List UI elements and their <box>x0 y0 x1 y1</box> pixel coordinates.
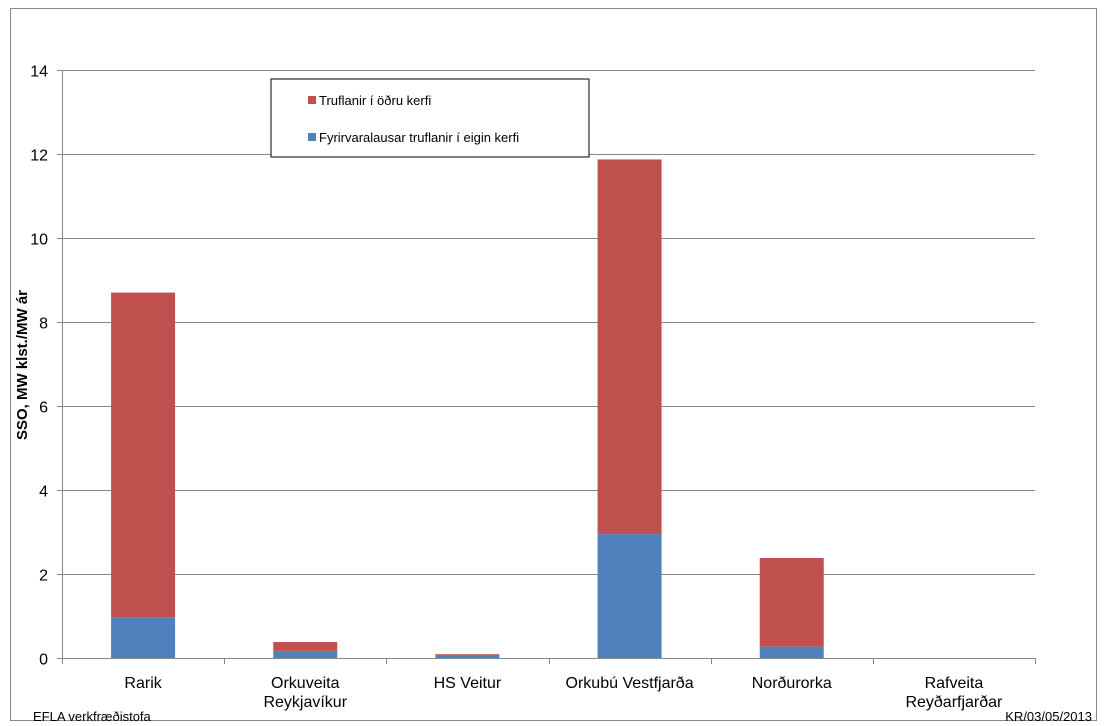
category-label: Reykjavíkur <box>263 694 347 711</box>
y-tick-label: 12 <box>30 148 48 165</box>
y-tick-label: 14 <box>30 64 48 81</box>
category-label: Rarik <box>124 675 162 692</box>
y-tick-label: 2 <box>39 568 48 585</box>
bars <box>111 159 824 658</box>
category-label: Orkubú Vestfjarða <box>566 675 694 692</box>
y-tick-label: 6 <box>39 400 48 417</box>
y-axis-label: SSO, MW klst./MW ár <box>14 290 31 440</box>
bar-segment-truflanir <box>273 642 338 651</box>
bar-segment-fyrirvaralausar <box>759 646 824 658</box>
bar-segment-fyrirvaralausar <box>111 617 176 658</box>
legend-swatch-truflanir <box>308 96 316 104</box>
category-labels: Rarik Orkuveita Reykjavíkur HS Veitur Orkubú… <box>124 675 1003 711</box>
axes <box>62 70 1036 664</box>
legend-box <box>270 78 590 158</box>
footer-left: EFLA verkfræðistofa <box>33 709 152 724</box>
y-tick-labels: 0 2 4 6 8 10 12 14 <box>30 64 62 669</box>
bar-segment-fyrirvaralausar <box>597 534 662 658</box>
y-tick-label: 4 <box>39 484 48 501</box>
legend-label-truflanir: Truflanir í öðru kerfi <box>319 93 431 108</box>
category-label: Orkuveita <box>271 675 340 692</box>
legend-swatch-fyrirvaralausar <box>308 133 316 141</box>
bar-segment-fyrirvaralausar <box>435 655 500 658</box>
category-label: Norðurorka <box>752 675 832 692</box>
footer-right: KR/03/05/2013 <box>1005 709 1092 724</box>
legend: Truflanir í öðru kerfi Fyrirvaralausar t… <box>270 78 590 158</box>
bar-segment-truflanir <box>435 654 500 656</box>
category-label: Rafveita <box>925 675 984 692</box>
bar-segment-truflanir <box>597 159 662 535</box>
bar-segment-fyrirvaralausar <box>273 650 338 658</box>
legend-label-fyrirvaralausar: Fyrirvaralausar truflanir í eigin kerfi <box>319 130 519 145</box>
category-label: HS Veitur <box>434 675 502 692</box>
bar-segment-truflanir <box>759 558 824 647</box>
y-tick-label: 10 <box>30 232 48 249</box>
bar-segment-truflanir <box>111 292 176 618</box>
category-label: Reyðarfjarðar <box>905 694 1003 711</box>
y-tick-label: 8 <box>39 316 48 333</box>
y-tick-label: 0 <box>39 652 48 669</box>
